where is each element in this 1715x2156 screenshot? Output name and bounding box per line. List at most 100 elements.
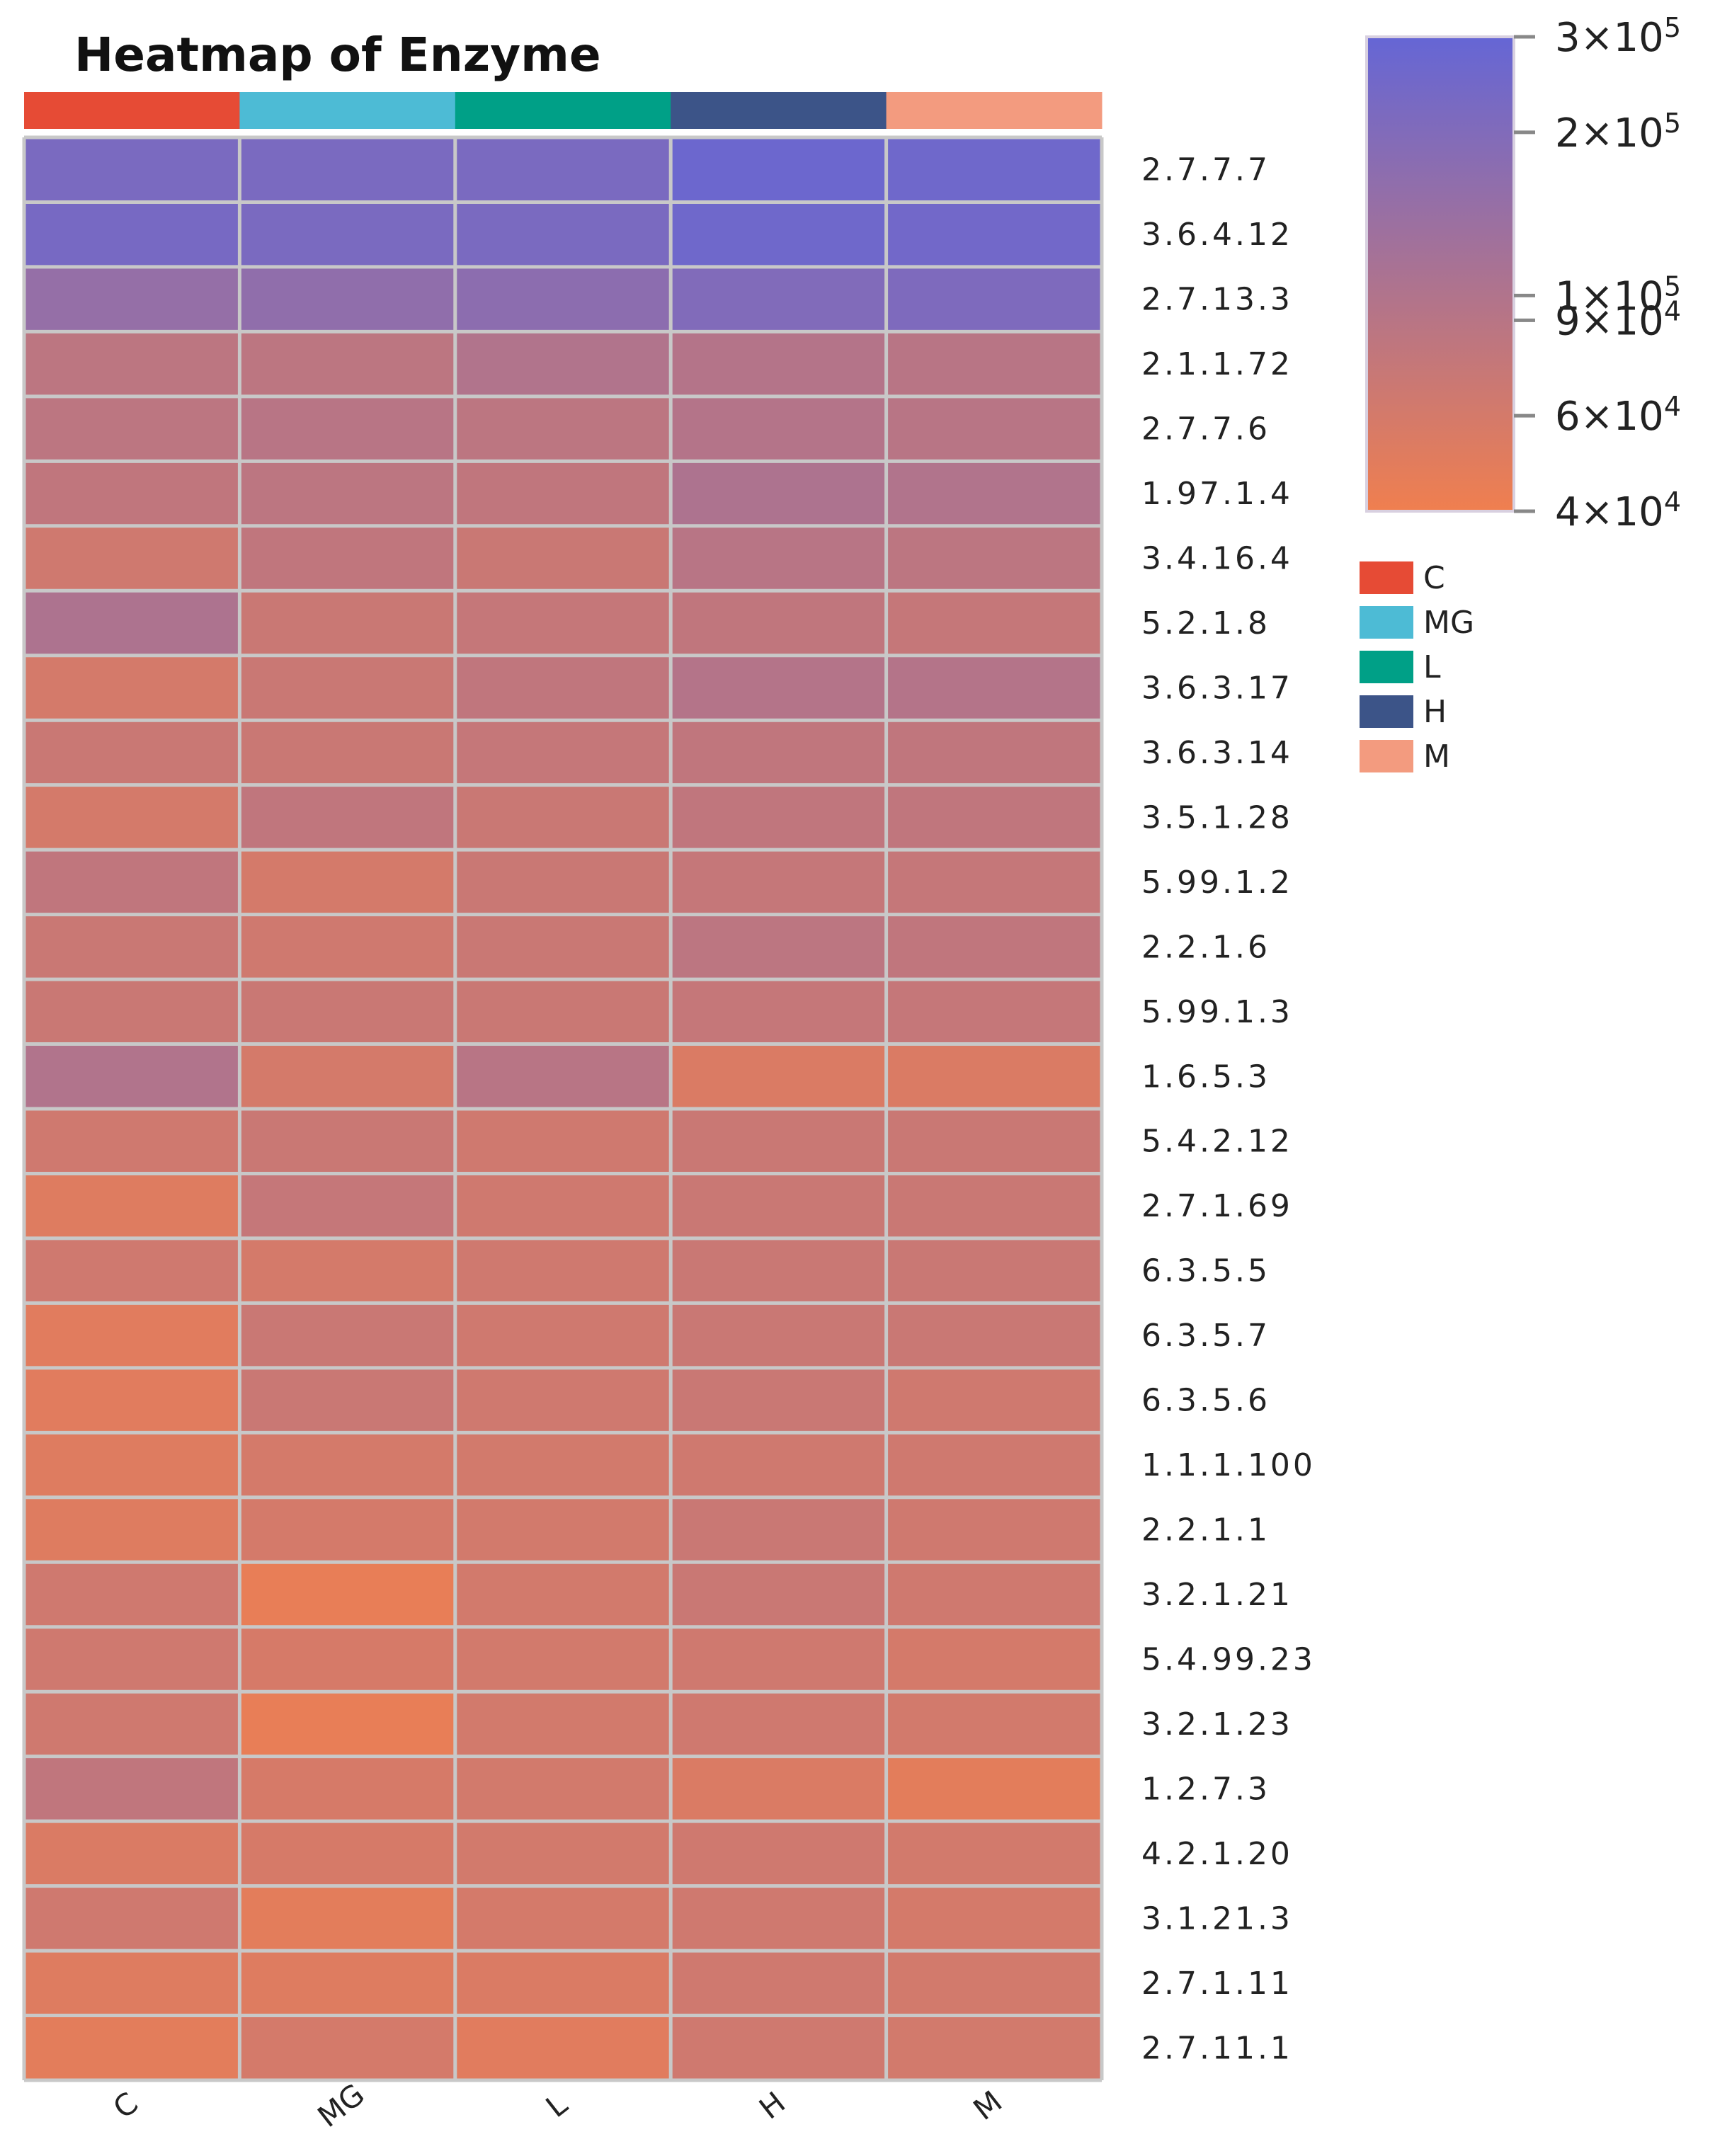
row-label: 3.6.3.14: [1141, 735, 1293, 771]
colorbar-tick-label: 4×104: [1555, 486, 1681, 535]
heatmap-cell: [671, 202, 887, 267]
heatmap-cell: [239, 1303, 455, 1368]
heatmap-cell: [24, 914, 240, 980]
row-label: 3.6.3.17: [1141, 670, 1293, 706]
heatmap-cell: [886, 1303, 1102, 1368]
legend-swatch-h: [1360, 695, 1413, 728]
heatmap-cell: [239, 785, 455, 850]
column-label: M: [967, 2084, 1009, 2127]
heatmap-cell: [239, 2015, 455, 2080]
heatmap-cell: [455, 1367, 671, 1433]
heatmap-cell: [886, 266, 1102, 332]
heatmap-cell: [886, 591, 1102, 656]
heatmap-cell: [886, 1821, 1102, 1886]
heatmap-cell: [455, 1109, 671, 1174]
colorbar-tick-label: 6×104: [1555, 391, 1681, 440]
heatmap-cell: [239, 137, 455, 203]
heatmap-cell: [239, 525, 455, 591]
row-label: 3.5.1.28: [1141, 799, 1293, 835]
heatmap-cell: [455, 720, 671, 785]
heatmap-cell: [239, 202, 455, 267]
heatmap-cell: [671, 655, 887, 721]
heatmap-cell: [671, 1886, 887, 1951]
heatmap-cell: [24, 1238, 240, 1304]
row-label: 5.99.1.2: [1141, 865, 1293, 901]
heatmap-cell: [886, 1692, 1102, 1757]
heatmap-cell: [455, 785, 671, 850]
heatmap-cell: [671, 1497, 887, 1563]
heatmap-cell: [455, 137, 671, 203]
heatmap-cell: [886, 202, 1102, 267]
heatmap-cell: [671, 1432, 887, 1498]
heatmap-cell: [455, 914, 671, 980]
heatmap-cell: [455, 1692, 671, 1757]
heatmap-cell: [239, 1367, 455, 1433]
heatmap-cell: [671, 914, 887, 980]
heatmap-cell: [239, 1886, 455, 1951]
heatmap-cell: [886, 720, 1102, 785]
colorbar-tick-label: 2×105: [1555, 108, 1681, 156]
heatmap-cell: [455, 591, 671, 656]
row-label: 5.2.1.8: [1141, 605, 1270, 641]
heatmap-cell: [671, 1626, 887, 1692]
chart-title: Heatmap of Enzyme: [74, 28, 601, 82]
colorbar-tick-label: 9×104: [1555, 295, 1681, 344]
heatmap-cell: [239, 1044, 455, 1109]
heatmap-cell: [886, 1756, 1102, 1822]
row-label: 5.4.99.23: [1141, 1641, 1316, 1677]
heatmap-cell: [455, 396, 671, 462]
row-label: 5.4.2.12: [1141, 1124, 1293, 1160]
row-label: 3.1.21.3: [1141, 1900, 1293, 1937]
heatmap-cell: [455, 1173, 671, 1238]
annotation-bar-l: [455, 92, 671, 129]
heatmap-cell: [671, 331, 887, 397]
heatmap-cell: [671, 785, 887, 850]
heatmap-cell: [671, 1303, 887, 1368]
heatmap-cell: [455, 1626, 671, 1692]
heatmap-cell: [24, 850, 240, 915]
heatmap-cell: [886, 1951, 1102, 2016]
heatmap-cell: [239, 979, 455, 1044]
heatmap-cell: [455, 1562, 671, 1627]
heatmap-cell: [24, 202, 240, 267]
heatmap-cell: [239, 1562, 455, 1627]
legend-swatch-mg: [1360, 606, 1413, 639]
heatmap-cell: [886, 525, 1102, 591]
heatmap-cell: [24, 396, 240, 462]
heatmap-cell: [239, 1497, 455, 1563]
legend-swatch-l: [1360, 651, 1413, 683]
legend-label: MG: [1423, 605, 1474, 641]
heatmap-cell: [239, 1432, 455, 1498]
row-label: 6.3.5.5: [1141, 1253, 1270, 1289]
heatmap-cell: [671, 1951, 887, 2016]
heatmap-cell: [455, 1238, 671, 1304]
heatmap-cell: [455, 202, 671, 267]
heatmap-cell: [886, 2015, 1102, 2080]
heatmap-cell: [239, 396, 455, 462]
heatmap-cell: [671, 1562, 887, 1627]
heatmap-cell: [24, 979, 240, 1044]
heatmap-cell: [239, 720, 455, 785]
row-label: 2.7.7.6: [1141, 411, 1270, 447]
heatmap-cell: [24, 1497, 240, 1563]
row-label: 2.7.13.3: [1141, 282, 1293, 318]
annotation-bar-m: [886, 92, 1102, 129]
heatmap-cell: [671, 1109, 887, 1174]
heatmap-cell: [886, 1109, 1102, 1174]
heatmap-cell: [455, 1044, 671, 1109]
heatmap-cell: [239, 461, 455, 526]
heatmap-cell: [24, 1432, 240, 1498]
heatmap-cell: [24, 1692, 240, 1757]
heatmap-cell: [239, 655, 455, 721]
heatmap-cell: [24, 1562, 240, 1627]
row-label: 4.2.1.20: [1141, 1836, 1293, 1872]
annotation-bar-h: [671, 92, 887, 129]
heatmap-cell: [455, 461, 671, 526]
heatmap-cell: [886, 1044, 1102, 1109]
heatmap-cell: [239, 914, 455, 980]
heatmap-cell: [239, 1173, 455, 1238]
heatmap-cell: [886, 461, 1102, 526]
heatmap-cell: [239, 591, 455, 656]
heatmap-cell: [671, 1044, 887, 1109]
heatmap-cell: [886, 1432, 1102, 1498]
